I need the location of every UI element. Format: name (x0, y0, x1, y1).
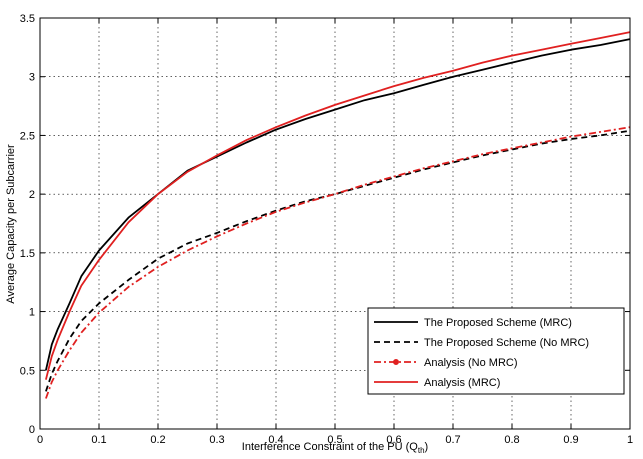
x-tick-label: 0.1 (91, 434, 106, 446)
series-line-3 (45, 31, 631, 380)
x-tick-label: 0.9 (563, 434, 578, 446)
series-line-1 (45, 129, 631, 392)
x-tick-label: 0.6 (386, 434, 401, 446)
x-tick-label: 0.7 (445, 434, 460, 446)
legend: The Proposed Scheme (MRC) The Proposed Sc… (367, 307, 625, 395)
x-tick-label: 0.5 (327, 434, 342, 446)
y-tick-label: 0.5 (20, 365, 35, 377)
x-tick-label: 1 (627, 434, 633, 446)
legend-label-3: Analysis (MRC) (424, 377, 500, 389)
x-axis-label-end: ) (425, 441, 429, 453)
y-tick-label: 3 (29, 72, 35, 84)
series-line-2 (45, 126, 631, 399)
legend-label-1: The Proposed Scheme (No MRC) (424, 337, 589, 349)
series-line-0 (45, 38, 631, 371)
legend-label-2: Analysis (No MRC) (424, 357, 518, 369)
y-tick-label: 2 (29, 189, 35, 201)
legend-label-0: The Proposed Scheme (MRC) (424, 317, 572, 329)
series-group (45, 31, 631, 399)
x-tick-label: 0 (37, 434, 43, 446)
y-axis-label: Average Capacity per Subcarrier (5, 144, 17, 304)
y-tick-label: 2.5 (20, 130, 35, 142)
y-tick-label: 3.5 (20, 13, 35, 25)
y-axis-ticks: 0 0.5 1 1.5 2 2.5 3 3.5 (20, 13, 630, 436)
legend-marker-2 (393, 359, 399, 365)
x-tick-label: 0.4 (268, 434, 283, 446)
x-tick-label: 0.8 (504, 434, 519, 446)
y-tick-label: 0 (29, 424, 35, 436)
x-axis-ticks: 0 0.1 0.2 0.3 0.4 0.5 0.6 0.7 0.8 0.9 1 (37, 18, 633, 446)
x-axis-label: Interference Constraint of the PU (Qth) (242, 441, 428, 455)
y-tick-label: 1.5 (20, 248, 35, 260)
x-tick-label: 0.2 (150, 434, 165, 446)
y-tick-label: 1 (29, 307, 35, 319)
x-axis-label-subscript: th (418, 446, 425, 455)
x-tick-label: 0.3 (209, 434, 224, 446)
